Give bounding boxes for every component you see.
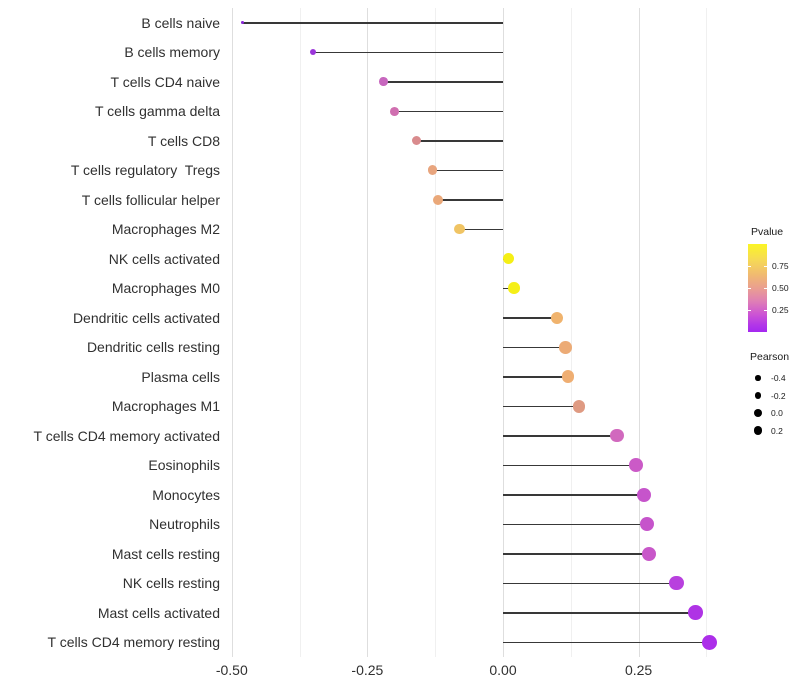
lollipop-dot [427, 165, 438, 176]
y-axis-label: T cells CD4 memory activated [33, 427, 220, 444]
colorbar-tick [764, 288, 767, 289]
y-axis-label: Plasma cells [141, 368, 220, 385]
y-axis-label: Eosinophils [148, 457, 220, 474]
pearson-legend-label: -0.2 [771, 390, 786, 401]
lollipop-dot [637, 487, 651, 502]
pearson-legend-dot [753, 426, 763, 435]
lollipop-segment [503, 405, 579, 407]
lollipop-dot [551, 311, 564, 324]
y-axis-label: Mast cells resting [111, 545, 220, 562]
colorbar-tick [764, 266, 767, 267]
lollipop-dot [454, 224, 465, 235]
y-axis-label: Neutrophils [149, 516, 220, 533]
gridline-major [638, 8, 640, 657]
lollipop-dot [241, 21, 245, 25]
y-axis-label: Monocytes [152, 486, 220, 503]
pearson-legend-dot [754, 409, 762, 417]
gridline-major [503, 8, 504, 657]
lollipop-dot [559, 340, 572, 354]
lollipop-segment [383, 81, 503, 83]
lollipop-segment [313, 51, 503, 53]
y-axis-label: Macrophages M1 [111, 398, 220, 415]
lollipop-dot [639, 517, 654, 532]
y-axis-label: Dendritic cells resting [86, 339, 220, 356]
y-axis-label: Dendritic cells activated [72, 309, 220, 326]
pvalue-legend-title: Pvalue [751, 226, 784, 238]
pearson-legend-dot [755, 375, 761, 381]
gridline-major [231, 8, 233, 657]
lollipop-dot [411, 136, 421, 146]
lollipop-dot [628, 458, 643, 473]
colorbar-tick-label: 0.75 [772, 261, 789, 271]
y-axis-label: Macrophages M2 [111, 221, 220, 238]
y-axis-label: T cells follicular helper [81, 191, 220, 208]
y-axis-label: NK cells activated [108, 250, 220, 267]
colorbar-tick [748, 266, 751, 267]
lollipop-segment [503, 376, 569, 378]
pearson-legend-label: -0.4 [771, 373, 786, 383]
y-axis-label: T cells CD8 [147, 132, 220, 149]
gridline-major [367, 8, 369, 657]
lollipop-dot [669, 576, 684, 591]
lollipop-dot [642, 546, 657, 561]
y-axis-label: B cells naive [141, 14, 220, 31]
x-tick-label: -0.25 [351, 662, 384, 678]
colorbar-tick [764, 310, 767, 311]
lollipop-segment [503, 317, 558, 319]
y-axis-label: T cells CD4 naive [110, 73, 220, 90]
pearson-legend-label: 0.0 [771, 408, 783, 418]
lollipop-dot [379, 77, 388, 87]
pearson-legend-title: Pearson [750, 351, 790, 363]
colorbar-tick-label: 0.50 [772, 283, 789, 293]
lollipop-segment [432, 169, 503, 171]
gridline-minor [706, 8, 708, 657]
lollipop-segment [459, 228, 503, 230]
lollipop-dot [508, 282, 520, 295]
lollipop-dot [561, 370, 575, 384]
lollipop-segment [394, 110, 503, 112]
lollipop-segment [416, 140, 503, 142]
gridline-minor [435, 8, 437, 657]
colorbar-tick [748, 288, 751, 289]
lollipop-segment [503, 346, 566, 348]
pearson-legend-dot [754, 392, 762, 399]
colorbar-tick [748, 310, 751, 311]
lollipop-segment [503, 641, 710, 643]
lollipop-dot [502, 253, 515, 265]
lollipop-segment [503, 582, 677, 584]
x-tick-label: -0.50 [215, 662, 248, 678]
lollipop-segment [503, 553, 650, 555]
y-axis-label: Macrophages M0 [111, 280, 220, 297]
gridline-minor [570, 8, 572, 657]
lollipop-segment [503, 612, 696, 614]
x-tick-label: 0.00 [489, 662, 517, 678]
plot-panel [222, 8, 726, 657]
lollipop-segment [503, 464, 636, 466]
pearson-legend-label: 0.2 [771, 425, 783, 436]
lollipop-segment [503, 435, 617, 437]
lollipop-dot [610, 429, 624, 443]
y-axis-label: T cells CD4 memory resting [47, 634, 220, 651]
lollipop-segment [437, 199, 503, 201]
lollipop-segment [242, 22, 503, 24]
lollipop-dot [688, 605, 703, 621]
y-axis-label: T cells gamma delta [94, 103, 220, 120]
colorbar-tick-label: 0.25 [772, 305, 789, 315]
y-axis-label: T cells regulatory Tregs [70, 162, 220, 179]
lollipop-dot [432, 194, 443, 205]
lollipop-segment [503, 494, 645, 496]
x-tick-label: 0.25 [624, 662, 653, 678]
lollipop-dot [309, 49, 317, 56]
y-axis-label: B cells memory [124, 44, 220, 61]
y-axis-label: NK cells resting [122, 575, 220, 592]
lollipop-dot [701, 634, 717, 650]
gridline-minor [299, 8, 301, 657]
lollipop-segment [503, 523, 647, 525]
lollipop-dot [572, 399, 586, 413]
pvalue-colorbar [748, 244, 767, 332]
lollipop-dot [390, 106, 399, 116]
y-axis-label: Mast cells activated [97, 604, 220, 621]
